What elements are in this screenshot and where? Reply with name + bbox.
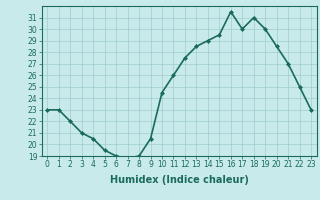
X-axis label: Humidex (Indice chaleur): Humidex (Indice chaleur) bbox=[110, 175, 249, 185]
